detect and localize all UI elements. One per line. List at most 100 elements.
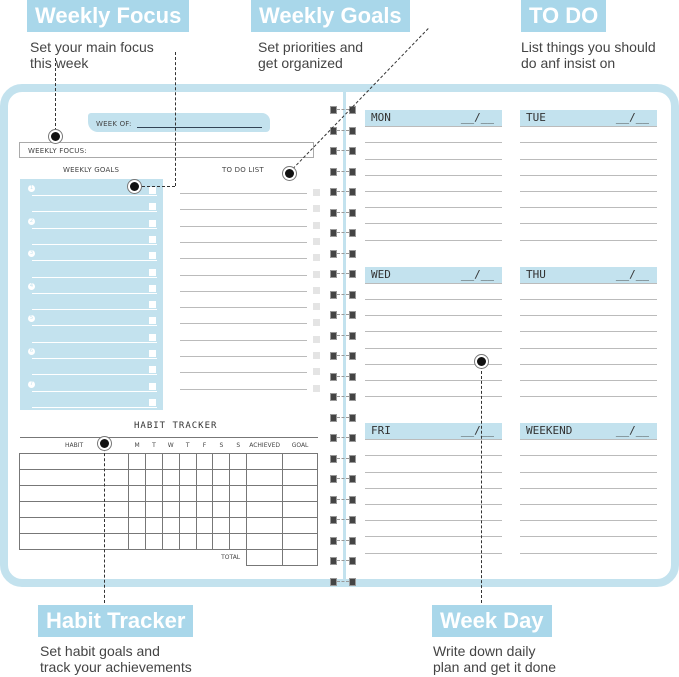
todo-line[interactable] bbox=[180, 274, 307, 276]
day-line[interactable] bbox=[365, 207, 502, 209]
day-line[interactable] bbox=[365, 223, 502, 225]
habit-cell[interactable] bbox=[282, 453, 318, 470]
day-line[interactable] bbox=[520, 520, 657, 522]
day-line[interactable] bbox=[520, 439, 657, 441]
day-line[interactable] bbox=[365, 363, 502, 365]
habit-cell[interactable] bbox=[212, 501, 231, 518]
habit-cell[interactable] bbox=[18, 517, 130, 534]
habit-cell[interactable] bbox=[144, 453, 163, 470]
day-line[interactable] bbox=[365, 379, 502, 381]
habit-cell[interactable] bbox=[229, 533, 248, 550]
goal-line[interactable] bbox=[32, 276, 157, 278]
todo-line[interactable] bbox=[180, 258, 307, 260]
habit-cell[interactable] bbox=[128, 469, 146, 486]
goal-line[interactable] bbox=[32, 390, 157, 392]
habit-cell[interactable] bbox=[161, 485, 180, 502]
habit-cell[interactable] bbox=[144, 485, 163, 502]
habit-cell[interactable] bbox=[18, 485, 130, 502]
habit-cell[interactable] bbox=[161, 501, 180, 518]
day-line[interactable] bbox=[365, 487, 502, 489]
habit-cell[interactable] bbox=[282, 469, 318, 486]
habit-cell[interactable] bbox=[178, 453, 197, 470]
habit-cell[interactable] bbox=[161, 517, 180, 534]
day-line[interactable] bbox=[365, 298, 502, 300]
day-line[interactable] bbox=[520, 174, 657, 176]
habit-cell[interactable] bbox=[161, 533, 180, 550]
goal-line[interactable] bbox=[32, 325, 157, 327]
day-date[interactable]: __/__ bbox=[460, 424, 494, 437]
habit-cell[interactable] bbox=[144, 501, 163, 518]
day-line[interactable] bbox=[520, 126, 657, 128]
habit-cell[interactable] bbox=[18, 469, 130, 486]
todo-checkbox[interactable] bbox=[313, 205, 320, 213]
habit-cell[interactable] bbox=[18, 453, 130, 470]
goal-checkbox[interactable] bbox=[149, 366, 156, 374]
goal-line[interactable] bbox=[32, 243, 157, 245]
todo-checkbox[interactable] bbox=[313, 384, 320, 392]
goal-line[interactable] bbox=[32, 227, 157, 229]
goal-line[interactable] bbox=[32, 292, 157, 294]
goal-checkbox[interactable] bbox=[149, 268, 156, 276]
todo-line[interactable] bbox=[180, 225, 307, 227]
day-line[interactable] bbox=[365, 536, 502, 538]
habit-cell[interactable] bbox=[212, 533, 231, 550]
day-date[interactable]: __/__ bbox=[615, 111, 649, 124]
day-line[interactable] bbox=[520, 239, 657, 241]
habit-cell[interactable] bbox=[282, 485, 318, 502]
habit-cell[interactable] bbox=[246, 517, 284, 534]
day-line[interactable] bbox=[365, 331, 502, 333]
todo-checkbox[interactable] bbox=[313, 270, 320, 278]
habit-cell[interactable] bbox=[144, 469, 163, 486]
todo-line[interactable] bbox=[180, 209, 307, 211]
todo-line[interactable] bbox=[180, 356, 307, 357]
habit-cell[interactable] bbox=[178, 469, 197, 486]
habit-cell[interactable] bbox=[161, 469, 180, 486]
goal-checkbox[interactable] bbox=[149, 284, 156, 292]
goal-checkbox[interactable] bbox=[149, 350, 156, 357]
todo-line[interactable] bbox=[180, 241, 307, 243]
goal-line[interactable] bbox=[32, 260, 157, 262]
habit-cell[interactable] bbox=[229, 469, 248, 486]
goal-checkbox[interactable] bbox=[149, 219, 156, 227]
day-line[interactable] bbox=[365, 158, 502, 160]
goal-line[interactable] bbox=[32, 358, 157, 359]
day-line[interactable] bbox=[520, 455, 657, 457]
day-line[interactable] bbox=[520, 504, 657, 505]
todo-line[interactable] bbox=[180, 372, 307, 374]
habit-cell[interactable] bbox=[144, 533, 163, 550]
habit-cell[interactable] bbox=[282, 501, 318, 518]
todo-checkbox[interactable] bbox=[313, 254, 320, 262]
day-date[interactable]: __/__ bbox=[615, 424, 649, 437]
habit-cell[interactable] bbox=[246, 501, 284, 518]
todo-checkbox[interactable] bbox=[313, 368, 320, 376]
habit-cell[interactable] bbox=[178, 485, 197, 502]
habit-cell[interactable] bbox=[195, 453, 214, 470]
day-line[interactable] bbox=[365, 174, 502, 176]
habit-cell[interactable] bbox=[128, 501, 146, 518]
day-line[interactable] bbox=[365, 315, 502, 317]
day-line[interactable] bbox=[365, 191, 502, 192]
habit-cell[interactable] bbox=[144, 517, 163, 534]
goal-checkbox[interactable] bbox=[149, 235, 156, 243]
todo-line[interactable] bbox=[180, 323, 307, 325]
habit-cell[interactable] bbox=[161, 453, 180, 470]
day-line[interactable] bbox=[520, 158, 657, 160]
habit-cell[interactable] bbox=[18, 533, 130, 550]
habit-cell[interactable] bbox=[195, 501, 214, 518]
habit-cell[interactable] bbox=[128, 453, 146, 470]
habit-cell[interactable] bbox=[246, 469, 284, 486]
habit-cell[interactable] bbox=[246, 485, 284, 502]
weekly-focus-field[interactable]: WEEKLY FOCUS: bbox=[19, 142, 314, 158]
habit-cell[interactable] bbox=[282, 533, 318, 550]
todo-line[interactable] bbox=[180, 339, 307, 341]
todo-line[interactable] bbox=[180, 307, 307, 309]
day-line[interactable] bbox=[365, 396, 502, 398]
day-line[interactable] bbox=[520, 379, 657, 381]
total-goal-cell[interactable] bbox=[282, 549, 318, 566]
day-line[interactable] bbox=[520, 331, 657, 333]
day-line[interactable] bbox=[365, 455, 502, 457]
week-of-line[interactable] bbox=[137, 127, 262, 128]
habit-cell[interactable] bbox=[195, 533, 214, 550]
goal-checkbox[interactable] bbox=[149, 317, 156, 325]
day-line[interactable] bbox=[365, 126, 502, 128]
